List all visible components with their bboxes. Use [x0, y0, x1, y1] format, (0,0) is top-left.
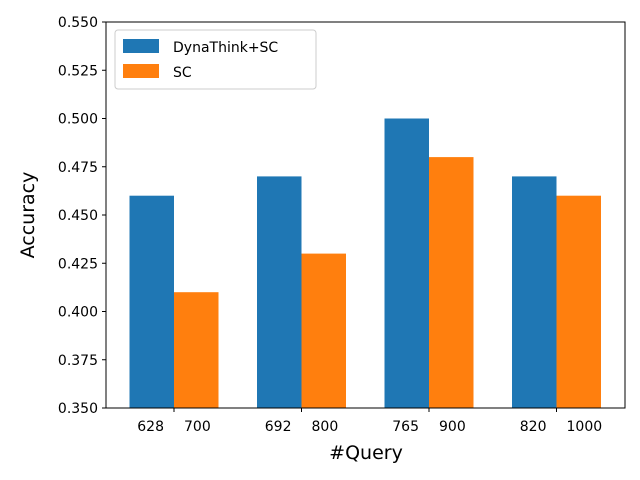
legend-swatch [123, 64, 159, 78]
y-tick-label: 0.525 [58, 63, 98, 79]
y-axis: 0.350 0.375 0.400 0.425 0.450 0.475 0.500 0.525… [58, 15, 106, 417]
x-tick-label-dynathink-sc: 820 [520, 419, 547, 435]
legend-box [114, 29, 317, 90]
y-tick-label: 0.500 [58, 112, 98, 128]
x-tick-label-sc: 800 [312, 419, 339, 435]
legend-label: SC [173, 65, 192, 81]
bar-dynathink-sc [512, 176, 557, 408]
bar-sc [429, 157, 474, 408]
y-axis-title: Accuracy [17, 172, 39, 259]
bar-dynathink-sc [257, 176, 302, 408]
x-tick-label-dynathink-sc: 628 [137, 419, 164, 435]
x-axis-title: #Query [329, 442, 403, 464]
x-tick-label-sc: 900 [439, 419, 466, 435]
x-tick-label-sc: 700 [184, 419, 211, 435]
y-tick-label: 0.450 [58, 208, 98, 224]
bar-dynathink-sc [129, 195, 174, 408]
x-tick-label-sc: 1000 [567, 419, 603, 435]
y-tick-label: 0.475 [58, 160, 98, 176]
y-tick-label: 0.400 [58, 305, 98, 321]
y-tick-label: 0.375 [58, 353, 98, 369]
legend-swatch [123, 39, 159, 53]
y-tick-label: 0.350 [58, 401, 98, 417]
y-tick-label: 0.550 [58, 15, 98, 31]
bar-sc [174, 292, 219, 408]
x-tick-label-dynathink-sc: 765 [392, 419, 419, 435]
legend: DynaThink+SC SC [114, 29, 317, 90]
chart-marks [129, 118, 601, 408]
legend-label: DynaThink+SC [173, 40, 278, 56]
x-tick-label-dynathink-sc: 692 [265, 419, 292, 435]
bar-dynathink-sc [384, 118, 429, 408]
x-axis: 628 700 692 800 765 900 820 1000 [137, 408, 602, 435]
bar-sc [556, 195, 601, 408]
plot-frame [105, 21, 626, 409]
y-tick-label: 0.425 [58, 256, 98, 272]
bar-sc [301, 253, 346, 408]
